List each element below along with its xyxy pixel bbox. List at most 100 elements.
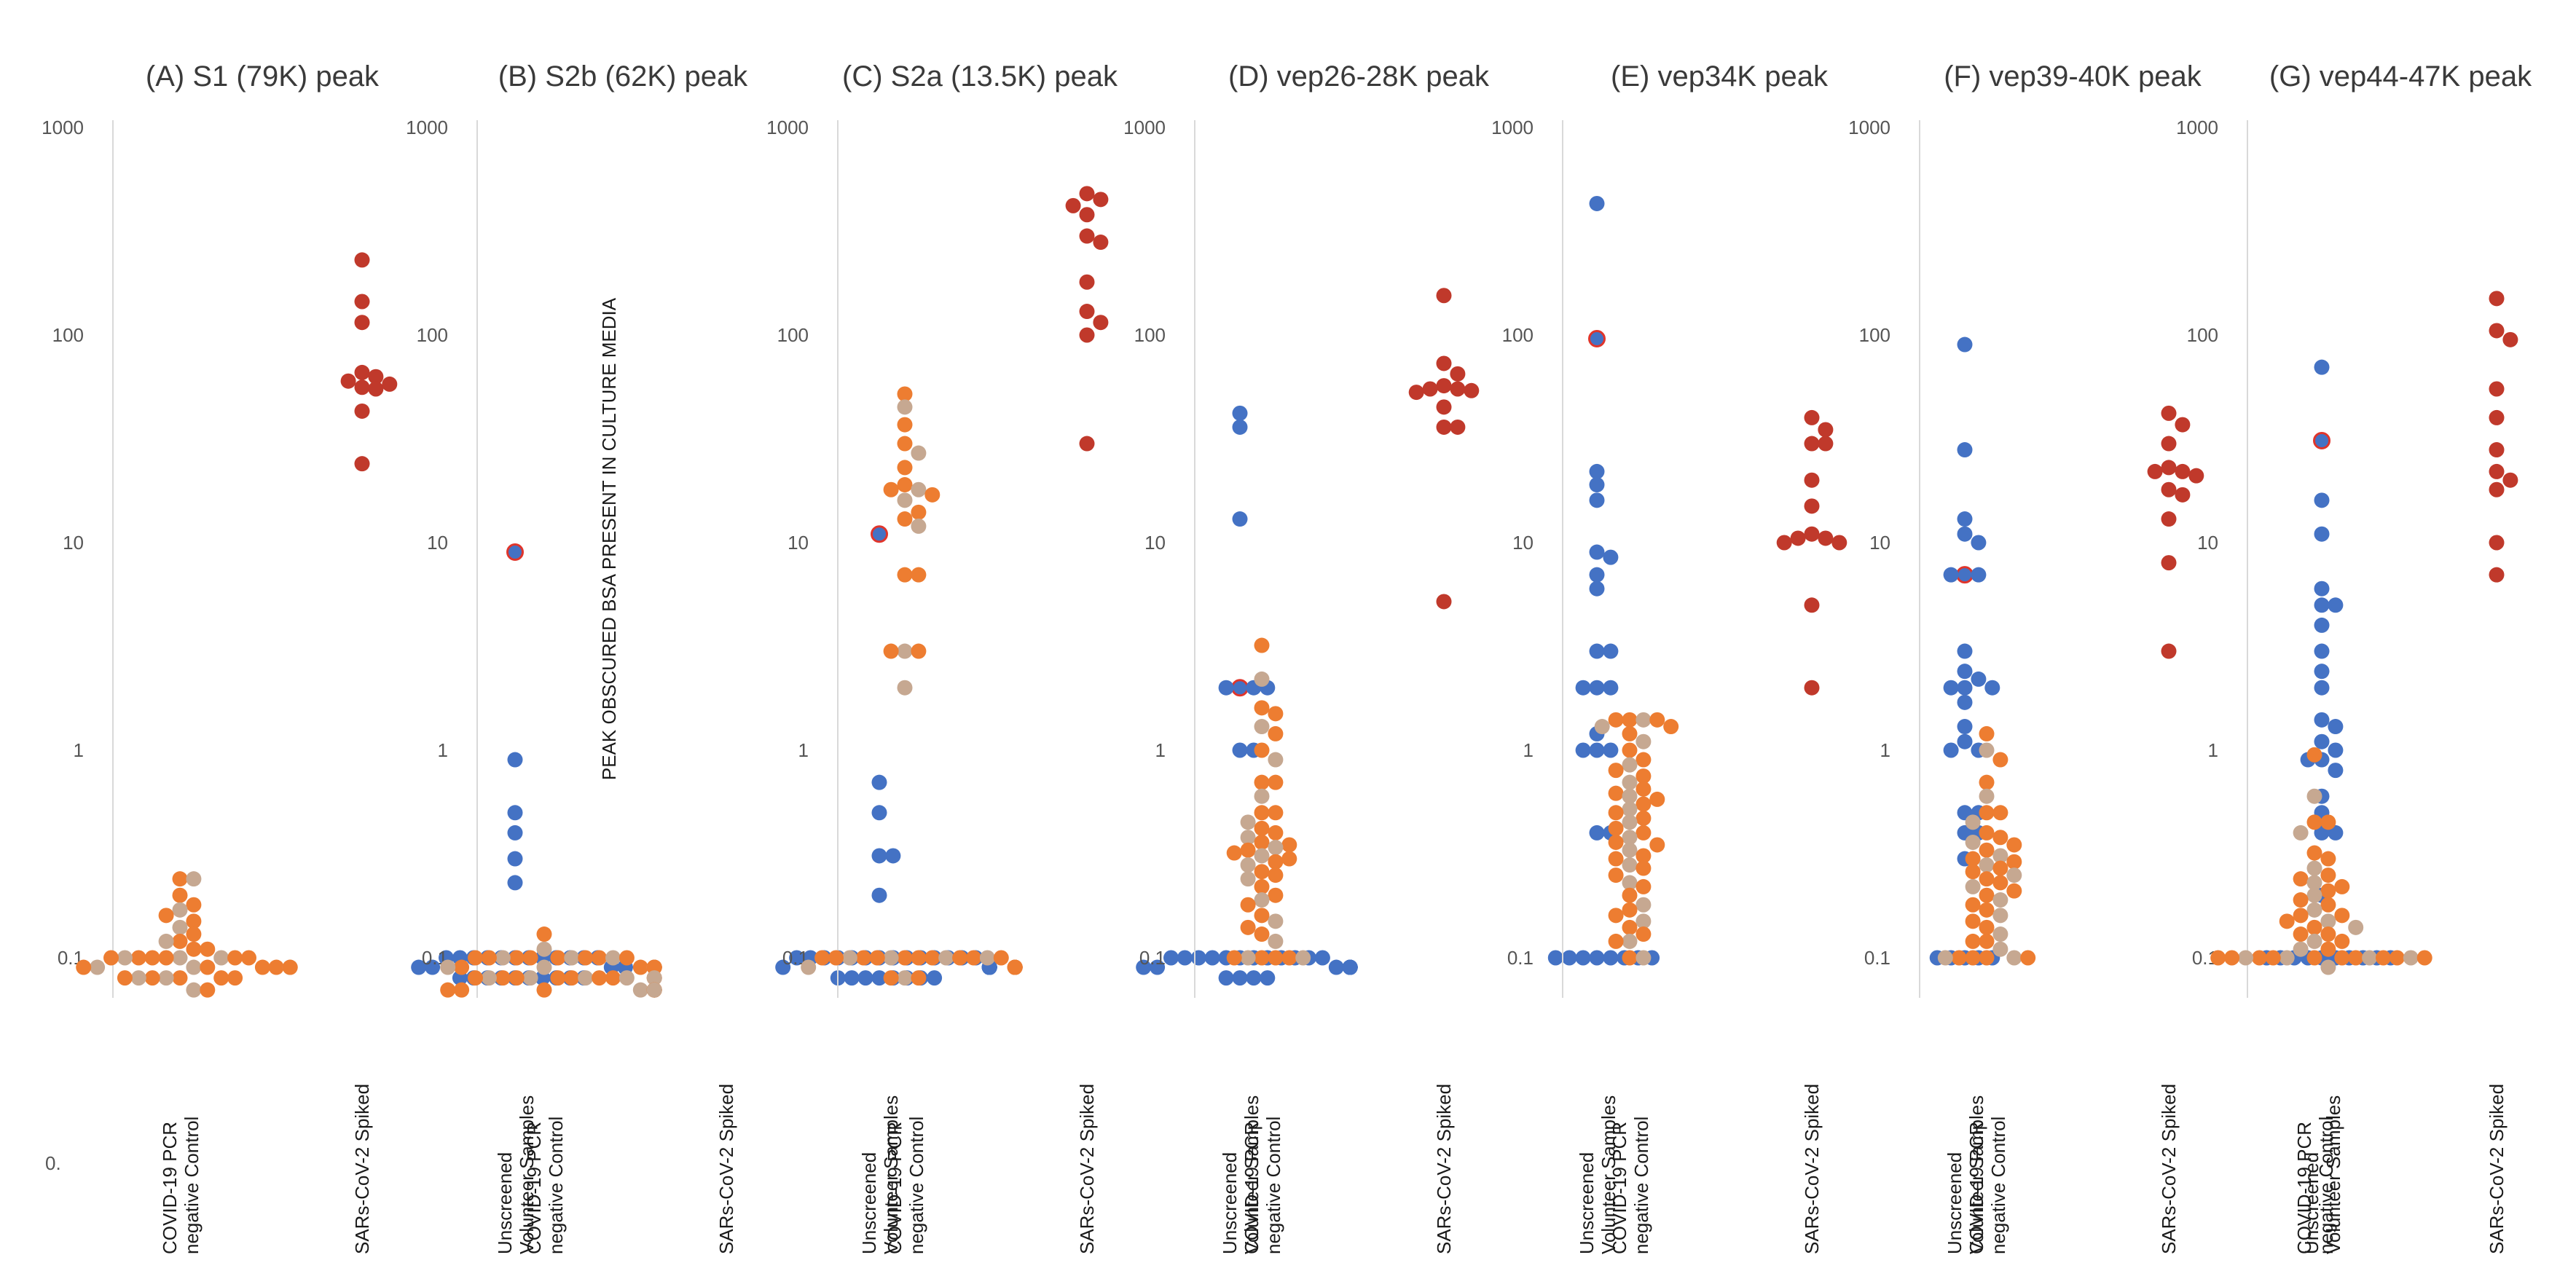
data-point (564, 970, 580, 986)
category-label-line: SARs-CoV-2 Spiked (715, 1084, 737, 1254)
data-point (897, 950, 913, 966)
category-label-line: SARs-CoV-2 Spiked (1801, 1084, 1823, 1254)
category-label-line: COVID-19 PCR (159, 1122, 181, 1254)
data-point (1957, 643, 1973, 659)
data-point (1079, 436, 1095, 452)
data-point (1804, 472, 1820, 488)
data-point (1663, 719, 1679, 735)
data-point (1804, 526, 1820, 542)
data-point (1254, 908, 1270, 924)
data-point (481, 970, 497, 986)
category-label-line: COVID-19 PCR (523, 1122, 545, 1254)
data-point (1589, 950, 1605, 966)
category-label-line: negative Control (1987, 1117, 2009, 1254)
data-point (2175, 417, 2191, 433)
data-point (2279, 913, 2295, 929)
data-point (2320, 913, 2336, 929)
data-point (507, 875, 523, 891)
data-point (883, 481, 899, 497)
category-label-line: negative Control (906, 1117, 927, 1254)
data-point (1436, 355, 1452, 371)
category-label: SARs-CoV-2 Spiked (351, 1084, 373, 1254)
data-point (354, 364, 370, 380)
data-point (1163, 950, 1179, 966)
category-label-line: COVID-19 PCR (1241, 1122, 1263, 1254)
chart-title: (D) vep26-28K peak (1228, 60, 1490, 93)
data-point (1635, 926, 1652, 942)
data-point (158, 970, 174, 986)
data-point (1622, 933, 1638, 949)
data-point (2306, 788, 2322, 804)
data-point (2489, 323, 2505, 339)
data-point (1622, 725, 1638, 741)
data-point (2320, 814, 2336, 830)
data-point (2489, 481, 2505, 497)
data-point (2489, 409, 2505, 425)
chart-title: (E) vep34K peak (1611, 60, 1829, 93)
category-label-line: SARs-CoV-2 Spiked (351, 1084, 373, 1254)
data-point (2306, 875, 2322, 891)
category-label: UnscreenedVolunteer Samples (1576, 1095, 1619, 1254)
data-point (1965, 878, 1981, 894)
data-point (1254, 637, 1270, 653)
data-point (506, 543, 524, 562)
category-label: UnscreenedVolunteer Samples (2301, 1095, 2344, 1254)
data-point (1957, 733, 1973, 749)
data-point (522, 970, 538, 986)
data-point (1979, 902, 1995, 918)
data-point (1635, 950, 1652, 966)
data-point (1450, 366, 1466, 382)
data-point (536, 926, 552, 942)
data-point (1622, 919, 1638, 935)
data-point (2161, 511, 2177, 527)
category-label-line: Unscreened (2301, 1152, 2322, 1254)
data-point (1254, 719, 1270, 735)
data-point (172, 933, 188, 949)
data-point (2328, 742, 2344, 758)
category-label-line: Volunteer Samples (1241, 1095, 1263, 1254)
data-point (1992, 848, 2008, 864)
category-label: SARs-CoV-2 Spiked (2486, 1084, 2508, 1254)
data-point (227, 970, 243, 986)
y-tick-label: 100 (52, 324, 84, 346)
y-tick-label: 1000 (2176, 117, 2218, 138)
data-point (1281, 851, 1297, 867)
data-point (1226, 845, 1242, 861)
data-point (354, 252, 370, 268)
data-point (1965, 950, 1981, 966)
data-point (2161, 460, 2177, 476)
data-point (979, 950, 995, 966)
y-tick-label: 0.1 (1507, 947, 1534, 969)
category-label-line: Volunteer Samples (1598, 1095, 1619, 1254)
y-tick-label: 1000 (42, 117, 84, 138)
data-point (1635, 860, 1652, 876)
data-point (1622, 757, 1638, 773)
data-point (186, 871, 202, 887)
data-point (2502, 472, 2518, 488)
category-label-line: COVID-19 PCR (884, 1122, 906, 1254)
data-point (1635, 781, 1652, 797)
data-point (2320, 941, 2336, 957)
data-point (1588, 330, 1606, 348)
chart-title: (A) S1 (79K) peak (146, 60, 380, 93)
data-point (1436, 399, 1452, 415)
data-point (871, 525, 888, 543)
data-point (2334, 950, 2350, 966)
data-point (897, 492, 913, 508)
data-point (789, 950, 805, 966)
data-point (1992, 892, 2008, 908)
data-point (1342, 959, 1358, 975)
data-point (368, 369, 384, 385)
data-point (1093, 315, 1109, 331)
data-point (268, 959, 284, 975)
data-point (2279, 950, 2295, 966)
data-point (2320, 926, 2336, 942)
data-point (2328, 763, 2344, 779)
data-point (1622, 875, 1638, 891)
data-point (172, 970, 188, 986)
data-point (2348, 919, 2364, 935)
data-point (2314, 581, 2330, 597)
data-point (1079, 274, 1095, 290)
data-point (1254, 834, 1270, 850)
y-tick-label: 0.1 (1139, 947, 1166, 969)
